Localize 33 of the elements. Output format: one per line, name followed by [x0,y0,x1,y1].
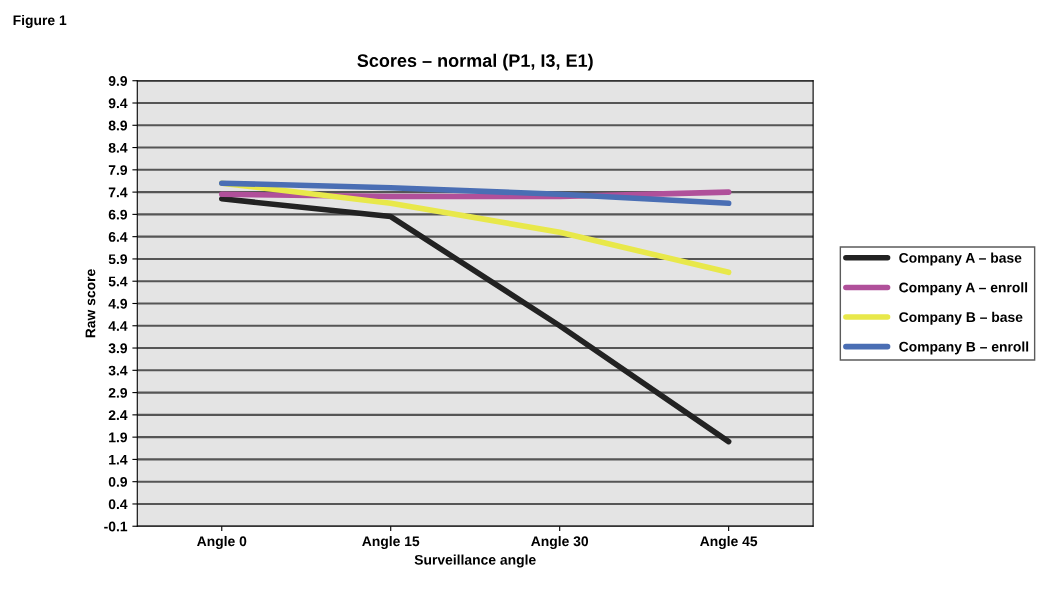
y-tick-label: 2.9 [108,387,128,398]
legend-label: Company A – enroll [899,282,1028,296]
y-tick-label: 4.9 [108,298,128,309]
y-tick-label: 2.4 [108,410,128,420]
y-tick-label: 9.4 [108,98,128,109]
y-tick-label: 9.9 [108,76,128,86]
legend-label: Company B – enroll [899,341,1029,355]
y-tick-label: 7.9 [108,165,128,175]
legend-label: Company B – base [899,311,1023,325]
y-tick-label: 4.4 [108,321,128,331]
x-tick-label: Angle 15 [362,535,420,549]
caption: Figure 1 [13,14,67,28]
y-tick-label: 0.9 [108,477,128,487]
x-tick-label: Angle 0 [197,535,247,549]
y-tick-label: 5.9 [108,254,128,265]
legend-label: Company A – base [899,252,1022,266]
y-tick-label: -0.1 [104,521,128,532]
y-tick-label: 7.4 [108,187,128,198]
y-axis-title: Raw score [85,269,96,338]
y-tick-label: 3.4 [108,365,128,376]
x-axis-title: Surveillance angle [414,554,536,568]
y-tick-label: 8.4 [108,142,128,153]
y-tick-label: 1.4 [109,454,128,465]
y-tick-label: 3.9 [108,343,128,354]
y-tick-label: 1.9 [109,432,128,443]
y-tick-label: 6.4 [108,231,128,242]
x-tick-label: Angle 45 [700,535,758,549]
y-tick-label: 6.9 [108,209,128,220]
x-tick-label: Angle 30 [531,535,589,549]
y-tick-label: 0.4 [108,499,128,510]
chart-title: Scores – normal (P1, I3, E1) [357,53,593,71]
y-tick-label: 8.9 [108,120,128,131]
y-tick-label: 5.4 [108,276,128,287]
